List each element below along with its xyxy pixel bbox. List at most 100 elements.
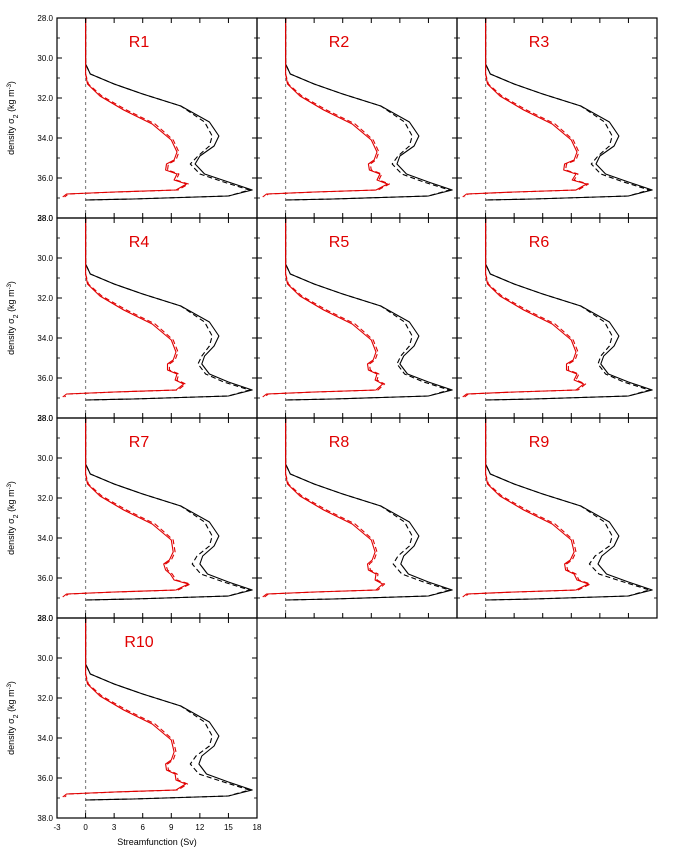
- x-tick-label: 9: [169, 823, 174, 832]
- black-dashed-series-line: [85, 618, 250, 801]
- panel-title: R6: [529, 234, 550, 251]
- red-dashed-series-line: [64, 218, 187, 398]
- y-tick-label: 34.0: [37, 734, 53, 743]
- panel-frame: [456, 217, 658, 419]
- panel-frame: [456, 417, 658, 619]
- red-dashed-series-line: [64, 18, 189, 198]
- y-tick-label: 36.0: [37, 774, 53, 783]
- y-axis-title-close: ): [6, 681, 16, 684]
- panel-frame: [456, 17, 658, 219]
- red-solid-series-line: [462, 18, 588, 198]
- panel-r4: 28.0 30.0 32.0 34.0 36.0 38.0 density σ2 (kg m…: [6, 214, 258, 423]
- panel-frame: [56, 617, 258, 819]
- panel-title: R1: [129, 34, 150, 51]
- y-axis-title-subscript: 2: [13, 514, 20, 518]
- y-axis-title-superscript: -3: [7, 83, 13, 89]
- panel-title: R10: [124, 634, 153, 651]
- red-dashed-series-line: [64, 618, 189, 798]
- panel-title: R2: [329, 34, 350, 51]
- y-axis-title-units: (kg m: [6, 489, 16, 514]
- red-dashed-series-line: [264, 18, 390, 198]
- y-tick-label: 30.0: [37, 254, 53, 263]
- panel-r5: R5: [256, 217, 458, 419]
- panel-title: R3: [529, 34, 550, 51]
- red-solid-series-line: [462, 418, 589, 598]
- x-tick-label: 3: [112, 823, 117, 832]
- red-solid-series-line: [262, 18, 389, 198]
- y-tick-label: 28.0: [37, 214, 53, 223]
- black-solid-series-line: [485, 218, 653, 401]
- y-tick-label: 38.0: [37, 214, 53, 223]
- y-tick-label: 34.0: [37, 534, 53, 543]
- x-tick-label: 15: [224, 823, 233, 832]
- panel-title: R5: [329, 234, 350, 251]
- x-tick-label: 12: [195, 823, 204, 832]
- x-tick-label: -3: [53, 823, 61, 832]
- panel-r9: R9: [456, 417, 658, 619]
- x-tick-label: 0: [83, 823, 88, 832]
- black-solid-series-line: [85, 18, 253, 201]
- black-solid-series-line: [85, 218, 253, 401]
- red-dashed-series-line: [64, 418, 191, 598]
- panel-r2: R2: [256, 17, 458, 219]
- black-dashed-series-line: [285, 218, 450, 401]
- panel-r8: R8: [256, 417, 458, 619]
- y-tick-label: 36.0: [37, 174, 53, 183]
- y-tick-label: 38.0: [37, 814, 53, 823]
- y-axis-title-prefix: density σ: [6, 118, 16, 155]
- y-tick-label: 36.0: [37, 374, 53, 383]
- y-tick-label: 34.0: [37, 334, 53, 343]
- y-axis-title-close: ): [6, 281, 16, 284]
- y-tick-label: 30.0: [37, 54, 53, 63]
- y-tick-label: 28.0: [37, 414, 53, 423]
- black-dashed-series-line: [85, 218, 250, 401]
- y-tick-label: 30.0: [37, 454, 53, 463]
- black-dashed-series-line: [485, 418, 650, 601]
- black-solid-series-line: [485, 18, 653, 201]
- red-solid-series-line: [62, 418, 189, 598]
- y-tick-label: 28.0: [37, 14, 53, 23]
- panel-frame: [56, 217, 258, 419]
- y-axis-title: density σ2 (kg m-3): [6, 281, 20, 355]
- black-dashed-series-line: [285, 418, 450, 601]
- y-tick-label: 34.0: [37, 134, 53, 143]
- panel-title: R7: [129, 434, 150, 451]
- panel-frame: [256, 217, 458, 419]
- red-dashed-series-line: [464, 218, 587, 398]
- y-axis-title-close: ): [6, 481, 16, 484]
- y-axis-title-subscript: 2: [13, 114, 20, 118]
- y-axis-title: density σ2 (kg m-3): [6, 481, 20, 555]
- black-dashed-series-line: [285, 18, 450, 201]
- panel-frame: [256, 417, 458, 619]
- y-axis-title: density σ2 (kg m-3): [6, 681, 20, 755]
- panel-title: R9: [529, 434, 550, 451]
- y-tick-label: 38.0: [37, 414, 53, 423]
- y-axis-title-subscript: 2: [13, 714, 20, 718]
- black-solid-series-line: [85, 618, 253, 801]
- black-solid-series-line: [285, 218, 453, 401]
- panel-frame: [56, 417, 258, 619]
- panel-title: R8: [329, 434, 350, 451]
- y-axis-title-superscript: -3: [7, 483, 13, 489]
- panel-r1: 28.0 30.0 32.0 34.0 36.0 38.0 density σ2 (kg m…: [6, 14, 258, 223]
- red-solid-series-line: [462, 218, 585, 398]
- black-solid-series-line: [285, 418, 453, 601]
- red-dashed-series-line: [464, 18, 589, 198]
- y-axis-title-superscript: -3: [7, 683, 13, 689]
- y-axis-title-prefix: density σ: [6, 718, 16, 755]
- x-axis-title: Streamfunction (Sv): [117, 837, 197, 847]
- y-tick-label: 38.0: [37, 614, 53, 623]
- panel-r7: 28.0 30.0 32.0 34.0 36.0 38.0 density σ2 (kg m…: [6, 414, 258, 623]
- red-solid-series-line: [62, 18, 188, 198]
- y-axis-title-units: (kg m: [6, 89, 16, 114]
- black-solid-series-line: [285, 18, 453, 201]
- black-dashed-series-line: [485, 18, 650, 201]
- panel-title: R4: [129, 234, 150, 251]
- black-dashed-series-line: [485, 218, 650, 401]
- y-tick-label: 32.0: [37, 494, 53, 503]
- y-axis-title-prefix: density σ: [6, 518, 16, 555]
- panel-frame: [256, 17, 458, 219]
- x-tick-label: 6: [140, 823, 145, 832]
- y-tick-label: 28.0: [37, 614, 53, 623]
